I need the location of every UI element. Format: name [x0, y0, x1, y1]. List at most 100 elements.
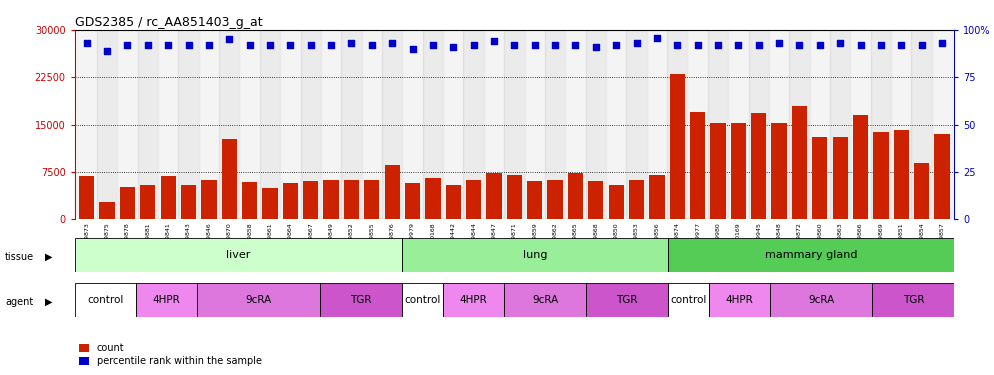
Bar	[117, 30, 138, 219]
Bar	[80, 177, 94, 219]
Point	[913, 42, 929, 48]
Bar	[606, 30, 626, 219]
Bar	[344, 180, 359, 219]
Text: 9cRA: 9cRA	[808, 295, 834, 305]
Bar	[911, 30, 931, 219]
Text: GDS2385 / rc_AA851403_g_at: GDS2385 / rc_AA851403_g_at	[75, 16, 262, 29]
Point	[323, 42, 339, 48]
Bar	[812, 137, 827, 219]
Bar	[262, 188, 277, 219]
Bar	[466, 180, 481, 219]
Point	[894, 42, 910, 48]
Point	[527, 42, 543, 48]
Text: 9cRA: 9cRA	[246, 295, 271, 305]
Text: control: control	[405, 295, 440, 305]
Point	[405, 46, 420, 52]
Legend: count, percentile rank within the sample: count, percentile rank within the sample	[80, 344, 261, 366]
Point	[649, 34, 665, 40]
Point	[791, 42, 807, 48]
Bar	[667, 30, 688, 219]
Text: TGR: TGR	[616, 295, 638, 305]
Bar	[874, 132, 889, 219]
Text: TGR: TGR	[903, 295, 924, 305]
Bar	[729, 30, 748, 219]
Point	[262, 42, 278, 48]
Bar	[649, 174, 665, 219]
Point	[669, 42, 685, 48]
Point	[731, 42, 746, 48]
Point	[303, 42, 319, 48]
Point	[547, 42, 563, 48]
Point	[771, 40, 787, 46]
Point	[832, 40, 848, 46]
Bar	[731, 123, 746, 219]
Bar	[364, 180, 380, 219]
Bar	[851, 30, 871, 219]
Bar	[443, 30, 463, 219]
Bar	[97, 30, 117, 219]
Bar	[405, 183, 420, 219]
Bar	[136, 283, 197, 317]
Bar	[688, 30, 708, 219]
Bar	[362, 30, 382, 219]
Bar	[871, 30, 891, 219]
Point	[710, 42, 726, 48]
Bar	[385, 165, 400, 219]
Bar	[504, 30, 525, 219]
Bar	[242, 182, 257, 219]
Bar	[830, 30, 851, 219]
Bar	[484, 30, 504, 219]
Text: agent: agent	[5, 297, 33, 307]
Bar	[566, 30, 585, 219]
Point	[628, 40, 644, 46]
Bar	[670, 74, 685, 219]
Bar	[323, 180, 339, 219]
Point	[466, 42, 482, 48]
Point	[445, 44, 461, 50]
Bar	[931, 30, 952, 219]
Point	[873, 42, 889, 48]
Bar	[259, 30, 280, 219]
Point	[568, 42, 583, 48]
Bar	[527, 181, 543, 219]
Bar	[445, 184, 461, 219]
Text: control: control	[87, 295, 123, 305]
Bar	[853, 115, 868, 219]
Bar	[507, 175, 522, 219]
Bar	[199, 30, 219, 219]
Bar	[770, 283, 873, 317]
Point	[425, 42, 441, 48]
Text: 9cRA: 9cRA	[532, 295, 559, 305]
Text: control: control	[670, 295, 707, 305]
Point	[750, 42, 766, 48]
Point	[507, 42, 523, 48]
Point	[364, 42, 380, 48]
Bar	[321, 30, 341, 219]
Bar	[341, 30, 362, 219]
Bar	[504, 283, 586, 317]
Bar	[586, 283, 668, 317]
Point	[587, 44, 603, 50]
Point	[608, 42, 624, 48]
Bar	[282, 183, 298, 219]
Text: ▶: ▶	[45, 297, 53, 307]
Bar	[99, 202, 114, 219]
Text: tissue: tissue	[5, 252, 34, 262]
Point	[222, 36, 238, 42]
Point	[140, 42, 156, 48]
Point	[934, 40, 950, 46]
Bar	[463, 30, 484, 219]
Point	[99, 48, 115, 54]
Bar	[442, 283, 504, 317]
Point	[812, 42, 828, 48]
Bar	[402, 283, 442, 317]
Bar	[914, 163, 929, 219]
Bar	[158, 30, 178, 219]
Bar	[425, 178, 440, 219]
Bar	[280, 30, 300, 219]
Bar	[181, 185, 196, 219]
Bar	[711, 123, 726, 219]
Text: 4HPR: 4HPR	[153, 295, 181, 305]
Bar	[626, 30, 647, 219]
Bar	[219, 30, 240, 219]
